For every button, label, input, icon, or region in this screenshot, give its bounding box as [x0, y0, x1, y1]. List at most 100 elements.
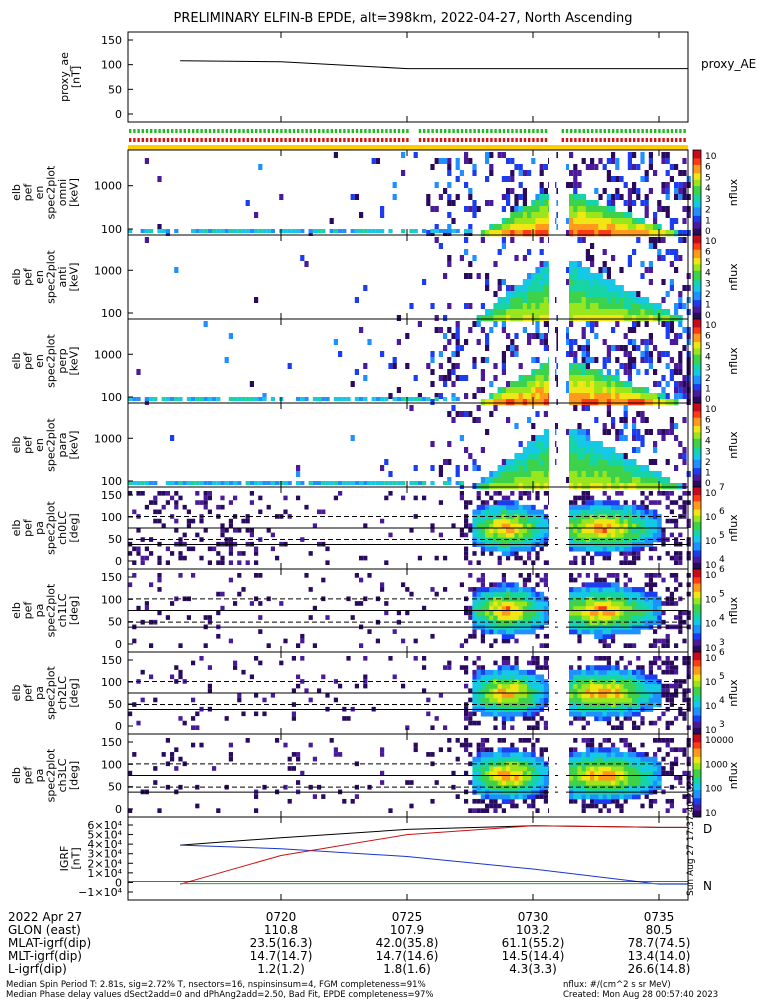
pitch-cell	[632, 560, 637, 565]
spectrogram-cell	[611, 152, 616, 158]
pitch-cell	[468, 720, 473, 726]
pitch-cell	[480, 601, 486, 607]
pitch-cell	[501, 532, 507, 538]
spectrogram-cell	[539, 315, 545, 322]
colorbar-tick-label: 1	[705, 468, 711, 478]
spectrogram-cell	[501, 297, 507, 304]
spectrogram-cell	[606, 369, 611, 375]
spectrogram-cell	[401, 481, 406, 485]
pitch-cell	[485, 683, 490, 689]
pitch-cell	[518, 780, 524, 786]
pitch-cell	[149, 551, 154, 556]
spectrogram-cell	[648, 363, 653, 369]
pitch-cell	[258, 573, 263, 578]
spectrogram-cell	[594, 417, 599, 423]
colorbar-step	[693, 602, 701, 605]
pitch-cell	[485, 615, 490, 621]
spectrogram-cell	[535, 218, 540, 225]
spectrogram-cell	[325, 481, 330, 485]
spectrogram-cell	[522, 212, 528, 219]
spectrogram-cell	[447, 441, 452, 447]
pitch-cell	[598, 509, 603, 515]
spectrogram-cell	[569, 471, 574, 478]
colorbar-step	[693, 548, 701, 552]
spectrogram-cell	[606, 477, 612, 484]
spectrogram-cell	[489, 164, 494, 170]
pitch-cell	[627, 537, 633, 543]
pitch-cell	[359, 555, 364, 561]
pitch-cell	[577, 523, 582, 529]
spectrogram-cell	[669, 279, 674, 285]
pitch-cell	[569, 504, 574, 510]
y-axis-label: elb	[10, 184, 23, 201]
spectrogram-cell	[464, 447, 469, 453]
spectrogram-cell	[228, 397, 233, 401]
spectrogram-cell	[543, 447, 549, 454]
spectrogram-cell	[510, 339, 515, 345]
spectrogram-cell	[611, 206, 616, 213]
spectrogram-cell	[128, 229, 133, 233]
colorbar-step	[693, 247, 701, 251]
status-red-mark	[670, 138, 674, 142]
colorbar-tick-label: 10	[705, 702, 717, 712]
spectrogram-cell	[611, 399, 616, 406]
pitch-cell	[531, 537, 536, 543]
pitch-cell	[585, 546, 591, 552]
pitch-cell	[636, 518, 641, 524]
pitch-cell	[623, 716, 628, 721]
pitch-cell	[485, 601, 490, 607]
spectrogram-cell	[632, 152, 637, 158]
pitch-cell	[615, 577, 620, 583]
status-green-mark	[347, 129, 350, 133]
pitch-cell	[581, 610, 587, 616]
spectrogram-cell	[602, 212, 608, 219]
status-green-mark	[507, 129, 510, 133]
pitch-cell	[468, 500, 473, 505]
pitch-cell	[203, 528, 208, 533]
colorbar-step	[693, 705, 701, 708]
status-green-mark	[536, 129, 539, 133]
pitch-cell	[485, 587, 490, 593]
spectrogram-cell	[669, 423, 674, 429]
pitch-cell	[611, 679, 616, 685]
spectrogram-cell	[640, 158, 645, 164]
pitch-cell	[506, 551, 511, 557]
pitch-cell	[308, 551, 313, 556]
spectrogram-cell	[514, 255, 519, 261]
pitch-cell	[678, 560, 683, 565]
pitch-cell	[619, 514, 624, 520]
spectrogram-cell	[535, 285, 540, 292]
spectrogram-cell	[468, 411, 473, 417]
spectrogram-cell	[384, 397, 389, 401]
spectrogram-cell	[522, 375, 528, 382]
pitch-cell	[514, 780, 519, 786]
pitch-cell	[493, 596, 498, 602]
pitch-cell	[501, 720, 506, 726]
pitch-cell	[611, 504, 616, 510]
spectrogram-cell	[611, 212, 616, 219]
spectrogram-cell	[199, 229, 204, 233]
pitch-cell	[480, 688, 486, 694]
pitch-cell	[619, 683, 624, 689]
pitch-cell	[300, 633, 305, 639]
spectrogram-cell	[359, 212, 364, 218]
colorbar-tick-label: 10	[705, 561, 717, 571]
status-green-mark	[129, 129, 132, 133]
y-axis-label: ch0LC	[56, 511, 69, 545]
colorbar-step	[693, 480, 701, 484]
spectrogram-cell	[514, 218, 519, 225]
spectrogram-cell	[648, 243, 653, 249]
spectrogram-cell	[342, 397, 347, 401]
spectrogram-cell	[527, 441, 532, 448]
spectrogram-cell	[598, 399, 603, 406]
spectrogram-cell	[527, 230, 532, 237]
spectrogram-cell	[627, 327, 632, 333]
pitch-cell	[535, 683, 540, 689]
spectrogram-cell	[594, 459, 599, 466]
status-green-mark	[385, 129, 388, 133]
pitch-cell	[653, 720, 658, 726]
status-red-mark	[654, 138, 657, 142]
pitch-cell	[569, 798, 574, 804]
spectrogram-cell	[535, 333, 540, 339]
